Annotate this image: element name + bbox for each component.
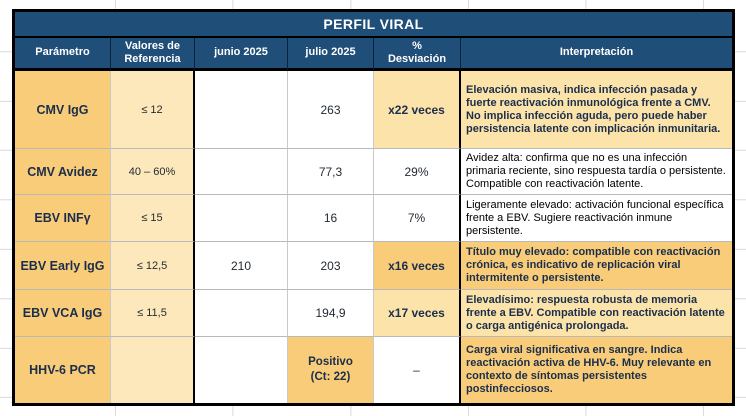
julio-value-cell: 194,9: [288, 290, 374, 337]
perfil-viral-table: PERFIL VIRAL Parámetro Valores de Refere…: [12, 9, 735, 406]
deviation-cell: x22 veces: [374, 71, 461, 149]
interpretation-cell: Ligeramente elevado: activación funciona…: [461, 195, 732, 242]
ref-value-cell: ≤ 12: [111, 71, 195, 149]
column-header-junio-2025: junio 2025: [195, 38, 288, 71]
julio-value-cell: 77,3: [288, 149, 374, 195]
junio-value-cell: [195, 195, 288, 242]
ref-value-cell: ≤ 11,5: [111, 290, 195, 337]
interpretation-cell: Elevación masiva, indica infección pasad…: [461, 71, 732, 149]
junio-value-cell: 210: [195, 242, 288, 290]
param-cell: CMV Avidez: [15, 149, 111, 195]
deviation-cell: x16 veces: [374, 242, 461, 290]
param-cell: EBV VCA IgG: [15, 290, 111, 337]
interpretation-cell: Carga viral significativa en sangre. Ind…: [461, 337, 732, 403]
interpretation-cell: Elevadísimo: respuesta robusta de memori…: [461, 290, 732, 337]
junio-value-cell: [195, 337, 288, 403]
deviation-cell: 29%: [374, 149, 461, 195]
interpretation-cell: Título muy elevado: compatible con react…: [461, 242, 732, 290]
julio-value-cell: 263: [288, 71, 374, 149]
junio-value-cell: [195, 71, 288, 149]
table-title: PERFIL VIRAL: [15, 12, 732, 38]
column-header-julio-2025: julio 2025: [288, 38, 374, 71]
column-header-interpretacion: Interpretación: [461, 38, 732, 71]
param-cell: HHV-6 PCR: [15, 337, 111, 403]
param-cell: CMV IgG: [15, 71, 111, 149]
param-cell: EBV Early IgG: [15, 242, 111, 290]
junio-value-cell: [195, 149, 288, 195]
julio-value-cell: 16: [288, 195, 374, 242]
column-header-valores-referencia: Valores de Referencia: [111, 38, 195, 71]
column-header-parametro: Parámetro: [15, 38, 111, 71]
deviation-cell: 7%: [374, 195, 461, 242]
ref-value-cell: ≤ 15: [111, 195, 195, 242]
julio-value-cell: Positivo (Ct: 22): [288, 337, 374, 403]
junio-value-cell: [195, 290, 288, 337]
param-cell: EBV INFγ: [15, 195, 111, 242]
deviation-cell: x17 veces: [374, 290, 461, 337]
column-header-desviacion: % Desviación: [374, 38, 461, 71]
ref-value-cell: 40 – 60%: [111, 149, 195, 195]
ref-value-cell: [111, 337, 195, 403]
interpretation-cell: Avidez alta: confirma que no es una infe…: [461, 149, 732, 195]
deviation-cell: –: [374, 337, 461, 403]
ref-value-cell: ≤ 12,5: [111, 242, 195, 290]
julio-value-cell: 203: [288, 242, 374, 290]
